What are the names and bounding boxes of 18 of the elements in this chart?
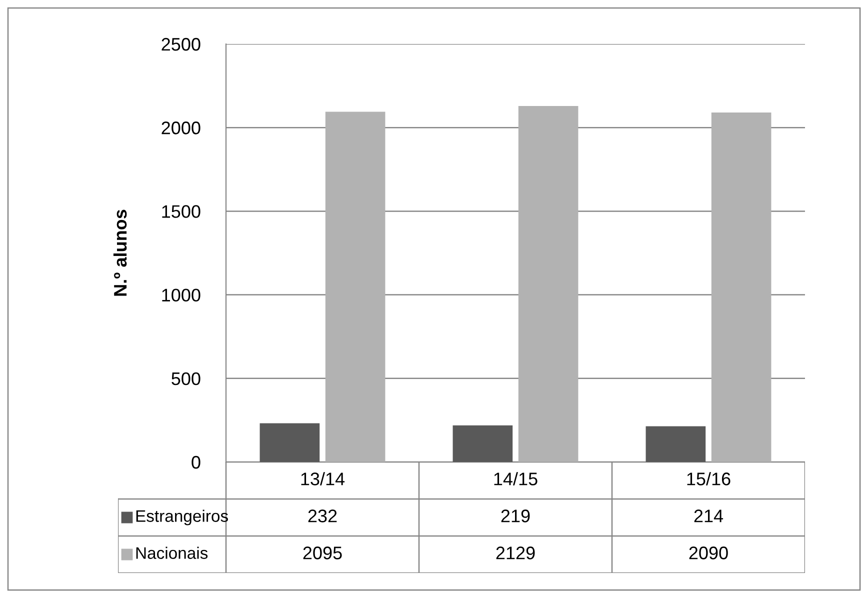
y-tick-label: 1500 <box>162 205 200 218</box>
x-tick-label: 13/14 <box>301 472 345 486</box>
data-label: 2090 <box>689 546 728 560</box>
x-tick-label: 15/16 <box>687 472 730 486</box>
y-tick-label: 2000 <box>162 122 200 134</box>
y-tick-label: 500 <box>172 372 200 386</box>
data-label: 232 <box>308 510 337 522</box>
y-tick-label: 2500 <box>162 38 200 51</box>
y-tick-label: 0 <box>192 456 200 469</box>
data-label: 219 <box>501 510 530 522</box>
x-tick-label: 14/15 <box>494 472 538 486</box>
y-tick-label: 1000 <box>162 288 200 302</box>
data-label: 2095 <box>303 546 342 560</box>
legend-label: Nacionais <box>136 546 208 559</box>
data-label: 2129 <box>496 546 535 560</box>
data-label: 214 <box>694 510 724 522</box>
legend-label: Estrangeiros <box>136 510 228 526</box>
y-axis-title: N.º alunos <box>113 210 127 296</box>
